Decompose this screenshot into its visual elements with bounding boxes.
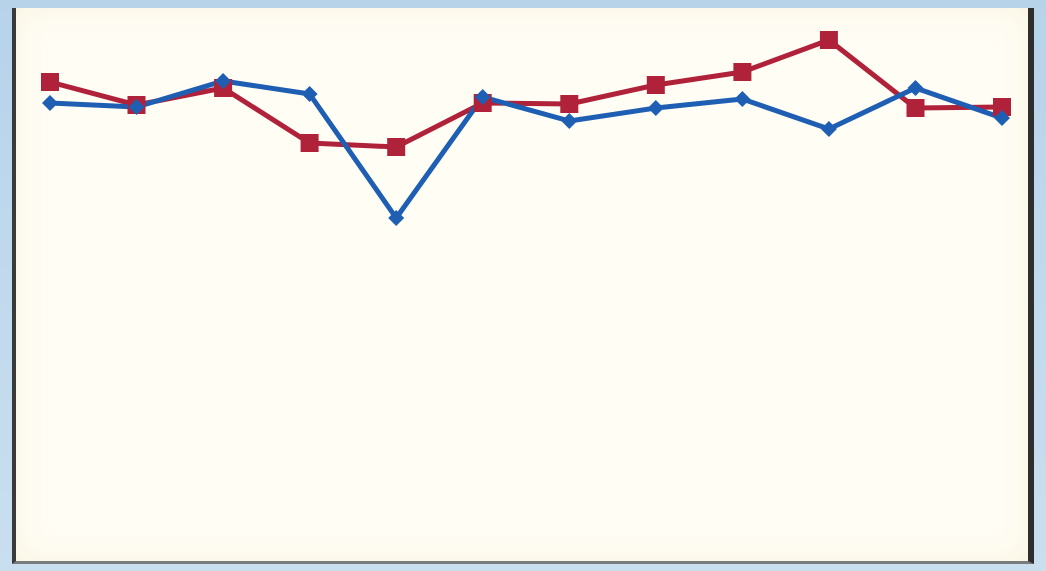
series-1-point-11 [907,80,924,96]
series-1-point-10 [820,121,837,137]
series-2-point-4 [300,134,319,152]
series-2-point-5 [387,138,406,156]
series-2-point-10 [819,31,838,49]
series-2-point-11 [906,99,925,117]
series-1-point-6 [474,89,491,105]
plot-area [12,8,1034,564]
series-2-point-9 [733,63,752,81]
series-2-point-12 [993,98,1011,116]
series-2-point-7 [560,95,579,113]
series-1-point-12 [994,110,1010,126]
series-2-point-8 [646,76,665,94]
series-1-point-2 [128,99,145,115]
series-1-point-5 [388,210,405,226]
series-1-point-1 [42,95,58,111]
series-2-line [47,37,1005,150]
series-1-point-9 [734,91,751,107]
series-1-point-3 [215,73,232,89]
series-2-point-1 [41,73,59,91]
series-1-point-8 [647,100,664,116]
series-1-point-4 [301,86,318,102]
series-1-line [47,78,1005,221]
series-1-point-7 [561,113,578,129]
